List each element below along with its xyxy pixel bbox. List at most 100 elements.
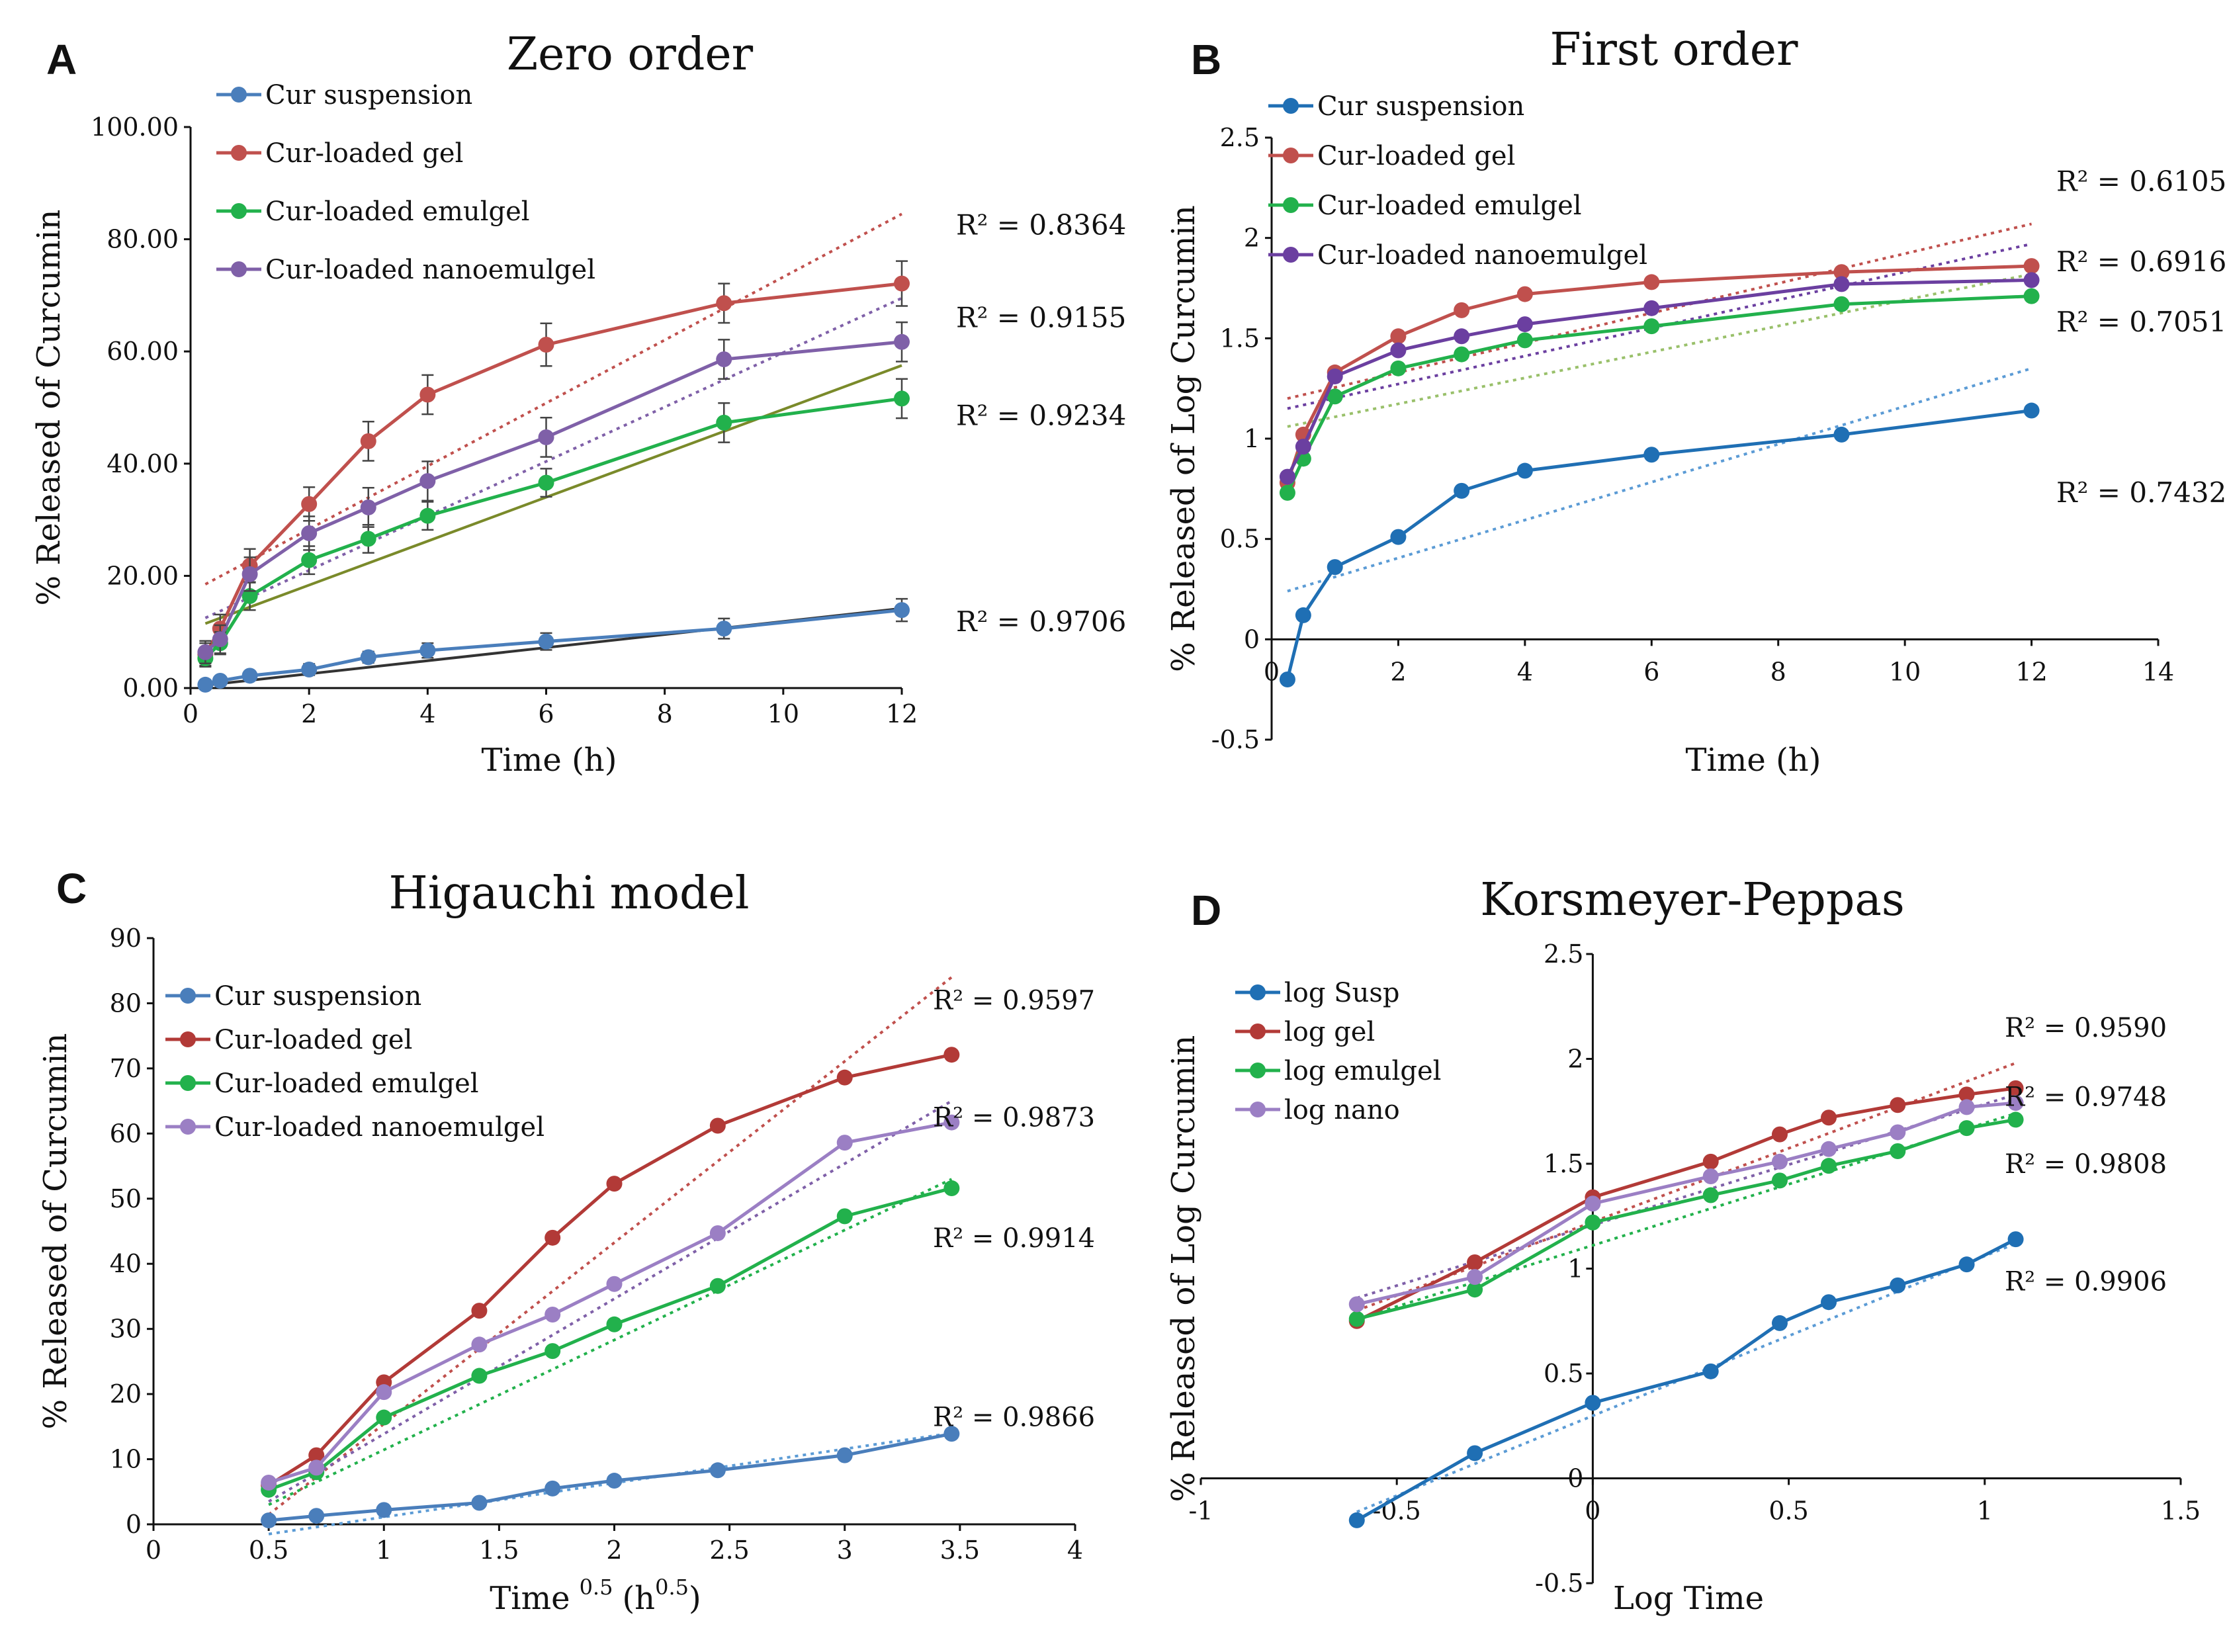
y-tick-label: 1.5 <box>1220 324 1260 353</box>
data-point <box>1279 672 1295 687</box>
y-tick-label: 0 <box>1567 1464 1583 1493</box>
trendline <box>268 1178 953 1506</box>
data-point <box>1833 276 1850 292</box>
y-tick-label: 0.5 <box>1220 525 1260 554</box>
data-point <box>1890 1097 1906 1113</box>
data-point <box>1516 316 1533 333</box>
legend-label: Cur-loaded gel <box>1317 141 1515 171</box>
y-tick-label: -0.5 <box>1535 1569 1583 1598</box>
legend-entry: Cur-loaded emulgel <box>165 1068 479 1099</box>
y-tick-label: 40 <box>110 1249 142 1278</box>
trendline <box>1356 1061 2017 1312</box>
legend-swatch-marker <box>1250 1102 1266 1117</box>
legend-label: log Susp <box>1284 978 1400 1008</box>
legend-label: Cur-loaded emulgel <box>265 196 530 227</box>
trendline <box>1287 222 2032 400</box>
data-point <box>376 1409 392 1426</box>
x-tick-label: 6 <box>538 699 554 728</box>
data-point <box>1821 1141 1837 1157</box>
data-point <box>419 507 436 524</box>
x-tick-label: 3.5 <box>940 1536 980 1565</box>
x-tick-label: 12 <box>886 699 918 728</box>
legend-swatch-marker <box>1283 98 1299 114</box>
y-axis-label: % Released of Log Curcumin <box>1165 205 1202 672</box>
data-point <box>1467 1445 1483 1461</box>
data-point <box>709 1225 726 1241</box>
legend-label: Cur suspension <box>214 981 421 1012</box>
data-point <box>1327 388 1343 405</box>
data-point <box>360 499 376 515</box>
data-point <box>2023 258 2040 275</box>
legend-entry: log Susp <box>1235 978 1400 1008</box>
data-point <box>716 351 732 368</box>
series <box>197 378 910 668</box>
data-point <box>1702 1153 1719 1170</box>
data-point <box>308 1508 325 1524</box>
legend-swatch-marker <box>231 261 247 277</box>
y-tick-label: 2.5 <box>1544 939 1583 969</box>
data-point <box>1890 1124 1906 1141</box>
y-tick-label: 1 <box>1567 1254 1583 1283</box>
x-tick-label: 8 <box>1770 657 1786 686</box>
data-point <box>1833 296 1850 312</box>
data-point <box>419 386 436 403</box>
trendline <box>267 976 953 1516</box>
data-point <box>301 496 318 512</box>
legend-swatch-marker <box>1250 984 1266 1000</box>
data-point <box>943 1114 960 1131</box>
y-tick-label: 80.00 <box>107 225 179 254</box>
x-tick-label: 10 <box>1889 657 1921 686</box>
chart-title: Zero order <box>507 28 754 81</box>
data-point <box>419 642 436 659</box>
x-tick-label: 4 <box>1517 657 1533 686</box>
data-point <box>894 275 910 292</box>
data-point <box>1890 1277 1906 1293</box>
x-axis-label-part: Time <box>490 1580 570 1617</box>
x-axis-label-part: (h <box>622 1580 655 1617</box>
r-squared-label: R² = 0.6105 <box>2056 165 2226 198</box>
data-point <box>471 1495 488 1511</box>
y-axis-label: % Released of Log Curcumin <box>1165 1035 1202 1502</box>
legend-entry: Cur-loaded nanoemulgel <box>165 1112 545 1143</box>
r-squared-label: R² = 0.9155 <box>956 301 1126 333</box>
series-line <box>204 282 902 656</box>
data-point <box>1327 368 1343 384</box>
data-point <box>1771 1315 1788 1331</box>
panel-letter: B <box>1191 36 1221 83</box>
data-point <box>2007 1231 2024 1248</box>
y-tick-label: 2 <box>1244 224 1260 253</box>
r-squared-label: R² = 0.7432 <box>2056 476 2226 509</box>
legend-entry: log emulgel <box>1235 1056 1441 1086</box>
r-squared-label: R² = 0.9234 <box>956 400 1126 432</box>
data-point <box>545 1480 561 1497</box>
data-point <box>360 531 376 547</box>
data-point <box>836 1069 853 1086</box>
x-tick-label: 2 <box>1390 657 1406 686</box>
legend-entry: log gel <box>1235 1017 1375 1047</box>
y-axis-label: % Released of Curcumin <box>30 210 67 606</box>
data-point <box>1516 462 1533 479</box>
r-squared-label: R² = 0.9748 <box>2005 1082 2167 1113</box>
data-point <box>606 1276 623 1292</box>
y-tick-label: 90 <box>110 924 142 953</box>
chart-title: Korsmeyer-Peppas <box>1480 874 1905 926</box>
legend-swatch-marker <box>1283 247 1299 263</box>
x-axis-label: Log Time <box>1613 1580 1764 1617</box>
trendline <box>204 296 902 619</box>
legend-swatch-marker <box>1250 1063 1266 1078</box>
legend-swatch-marker <box>231 145 247 161</box>
legend-label: log emulgel <box>1284 1056 1441 1086</box>
data-point <box>894 602 910 619</box>
data-point <box>1958 1256 1975 1273</box>
data-point <box>241 566 258 582</box>
series <box>261 1426 960 1529</box>
y-tick-label: 60 <box>110 1119 142 1148</box>
trendline <box>1287 367 2032 593</box>
data-point <box>545 1229 561 1246</box>
panel-letter: D <box>1191 887 1221 934</box>
data-point <box>1454 328 1470 345</box>
data-point <box>538 429 554 445</box>
y-tick-label: 1 <box>1244 424 1260 453</box>
data-point <box>538 474 554 491</box>
